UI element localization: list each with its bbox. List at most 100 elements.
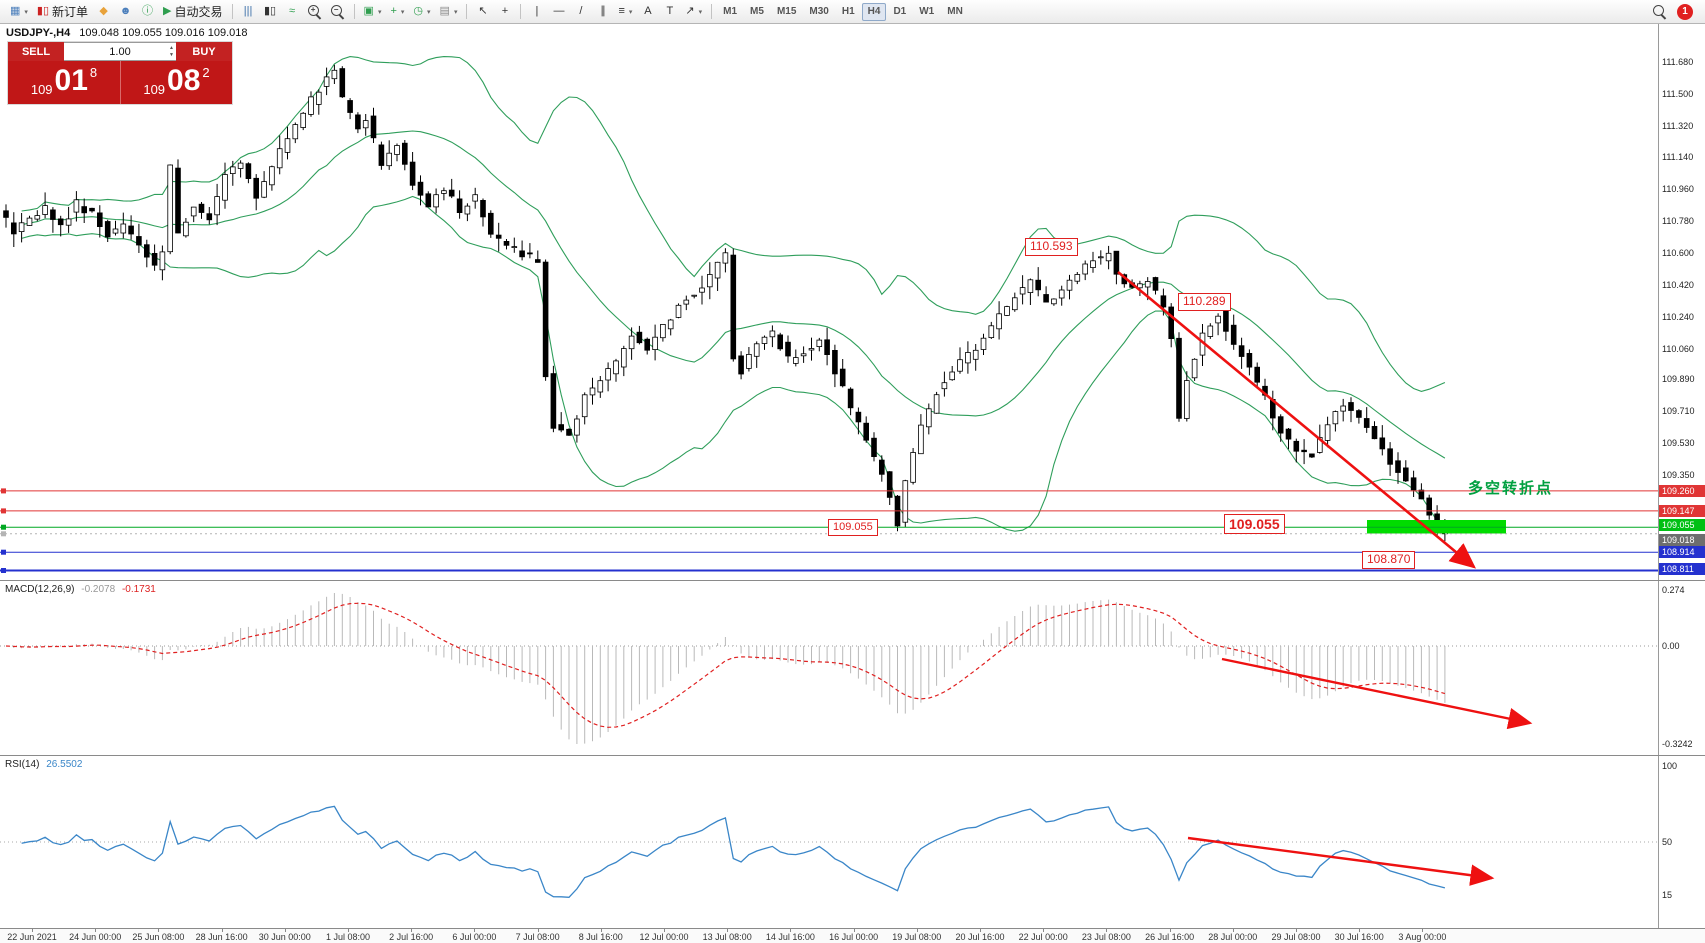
rsi-axis[interactable]: 100 50 15 <box>1658 756 1705 928</box>
rsi-name: RSI(14) <box>5 759 40 770</box>
autotrade-button-icon: ▶ <box>163 5 172 17</box>
new-order-button-icon: ▮▯ <box>36 5 50 17</box>
toolbar-separator <box>353 4 355 19</box>
time-label: 24 Jun 00:00 <box>69 932 122 942</box>
one-click-trading-widget: SELL 1.00 ▲ ▼ BUY 109 01 8 109 08 2 <box>8 42 232 104</box>
price-annotation[interactable]: 110.289 <box>1178 293 1231 311</box>
sell-price-pip: 8 <box>89 65 98 80</box>
sell-button[interactable]: SELL <box>8 42 64 61</box>
timeframe-h1[interactable]: H1 <box>841 6 855 17</box>
bar-chart-button[interactable]: ||| <box>238 2 259 22</box>
price-tick: 109.890 <box>1662 374 1695 385</box>
rsi-plot[interactable] <box>0 756 1658 928</box>
rsi-axis-100: 100 <box>1662 761 1678 771</box>
time-label: 8 Jul 16:00 <box>578 932 623 942</box>
trendline-tool-button[interactable]: / <box>570 2 591 22</box>
user-profile-button[interactable]: ☻ <box>115 2 136 22</box>
time-tick <box>1232 929 1234 932</box>
timeframe-w1[interactable]: W1 <box>919 6 935 17</box>
price-annotation[interactable]: 110.593 <box>1025 238 1078 256</box>
arrows-tool-button-icon: ↗ <box>685 5 695 17</box>
price-annotation[interactable]: 109.055 <box>828 519 878 536</box>
price-tick: 109.530 <box>1662 438 1695 448</box>
timeframe-m5[interactable]: M5 <box>750 6 764 17</box>
rsi-axis-50: 50 <box>1662 837 1673 847</box>
time-label: 12 Jul 00:00 <box>639 932 689 942</box>
periods-button[interactable]: ◷ ▾ <box>409 2 434 22</box>
symbol-title: USDJPY-,H4 <box>6 27 71 39</box>
time-label: 26 Jul 16:00 <box>1145 932 1195 942</box>
tile-windows-button[interactable]: ▣ ▾ <box>360 2 386 22</box>
fibonacci-tool-button[interactable]: ≡ ▾ <box>614 2 636 22</box>
trendline-tool-button-icon: / <box>579 5 583 17</box>
channel-tool-button[interactable]: ∥ <box>592 2 613 22</box>
new-chart-button[interactable]: ▦ ▾ <box>6 2 32 22</box>
toolbar: ▦ ▾ ▮▯ 新订单 ◆ ☻ ⓘ ▶ 自动交易 ||| ▮▯ ≈ + − ▣ ▾ + ▾ ◷ ▾ ▤ ▾ ↖ + | — / ∥ ≡ ▾ A… <box>0 0 1705 24</box>
caret-down-icon: ▾ <box>628 8 633 16</box>
timeframe-m1[interactable]: M1 <box>723 6 738 17</box>
label-tool-button[interactable]: T <box>659 2 680 22</box>
chart-panel: 110.593 110.289 109.055 109.055 108.870 多空转折点… <box>0 24 1705 580</box>
mql5-community-button[interactable]: ◆ <box>93 2 114 22</box>
notification-badge[interactable]: 1 <box>1677 3 1693 20</box>
price-axis[interactable]: 111.680 111.500 111.320 111.140 110.960 110.7… <box>1658 24 1705 580</box>
price-annotation[interactable]: 109.055 <box>1224 514 1285 535</box>
time-label: 28 Jul 00:00 <box>1208 932 1258 942</box>
price-chart[interactable] <box>0 24 1658 580</box>
price-tag: 108.914 <box>1659 546 1705 559</box>
horizontal-line-tool-button[interactable]: — <box>548 2 569 22</box>
time-label: 1 Jul 08:00 <box>325 932 371 942</box>
crosshair-tool-button[interactable]: + <box>494 2 515 22</box>
line-chart-button[interactable]: ≈ <box>282 2 303 22</box>
time-tick <box>1359 929 1361 932</box>
new-order-button[interactable]: ▮▯ 新订单 <box>33 2 92 22</box>
templates-button[interactable]: ▤ ▾ <box>436 2 462 22</box>
chart-note-text[interactable]: 多空转折点 <box>1468 480 1554 497</box>
timeframe-h4[interactable]: H4 <box>861 2 887 21</box>
macd-plot[interactable] <box>0 581 1658 755</box>
indicators-button-icon: + <box>390 5 397 17</box>
time-label: 14 Jul 16:00 <box>765 932 815 942</box>
volume-input[interactable]: 1.00 ▲ ▼ <box>64 42 176 61</box>
time-axis[interactable]: 22 Jun 2021 24 Jun 00:00 25 Jun 08:00 28 Ju… <box>0 928 1705 943</box>
volume-up-icon[interactable]: ▲ <box>169 45 174 51</box>
time-tick <box>95 929 97 932</box>
sell-price-prefix: 109 <box>30 82 53 97</box>
price-annotation[interactable]: 108.870 <box>1362 551 1416 569</box>
volume-down-icon[interactable]: ▼ <box>169 52 174 58</box>
cursor-tool-button[interactable]: ↖ <box>472 2 493 22</box>
sell-price-display[interactable]: 109 01 8 <box>8 61 120 104</box>
rsi-value: 26.5502 <box>46 759 83 770</box>
zoom-in-button-icon: + <box>307 4 322 19</box>
info-button[interactable]: ⓘ <box>137 2 158 22</box>
macd-axis[interactable]: 0.274 0.00 -0.3242 <box>1658 581 1705 755</box>
search-icon[interactable] <box>1653 4 1667 19</box>
price-tick: 111.500 <box>1662 88 1694 99</box>
price-tick: 111.320 <box>1662 120 1694 131</box>
price-tick: 110.780 <box>1662 216 1694 227</box>
sell-price-main: 01 <box>54 64 88 97</box>
macd-axis-top: 0.274 <box>1662 585 1685 595</box>
buy-price-display[interactable]: 109 08 2 <box>120 61 232 104</box>
time-tick <box>348 929 349 932</box>
buy-price-main: 08 <box>167 64 201 97</box>
arrows-tool-button[interactable]: ↗ ▾ <box>681 2 706 22</box>
vertical-line-tool-button[interactable]: | <box>526 2 547 22</box>
candlestick-chart-button[interactable]: ▮▯ <box>260 2 281 22</box>
autotrade-button[interactable]: ▶ 自动交易 <box>159 2 226 22</box>
candlestick-chart-button-icon: ▮▯ <box>263 5 277 17</box>
timeframe-buttons: M1 M5 M15 M30 H1 H4 D1 W1 MN <box>717 2 969 21</box>
timeframe-m30[interactable]: M30 <box>809 6 829 17</box>
ohlc-readout: 109.048 109.055 109.016 109.018 <box>79 27 248 39</box>
zoom-out-button[interactable]: − <box>327 2 349 22</box>
text-tool-button[interactable]: A <box>637 2 658 22</box>
buy-button[interactable]: BUY <box>176 42 232 61</box>
timeframe-mn[interactable]: MN <box>947 6 963 17</box>
zoom-in-button[interactable]: + <box>304 2 326 22</box>
timeframe-d1[interactable]: D1 <box>893 6 907 17</box>
timeframe-m15[interactable]: M15 <box>776 6 797 17</box>
bar-chart-button-icon: ||| <box>243 5 253 17</box>
time-tick <box>790 929 792 932</box>
indicators-button[interactable]: + ▾ <box>386 2 408 22</box>
mql5-community-button-icon: ◆ <box>99 5 108 17</box>
